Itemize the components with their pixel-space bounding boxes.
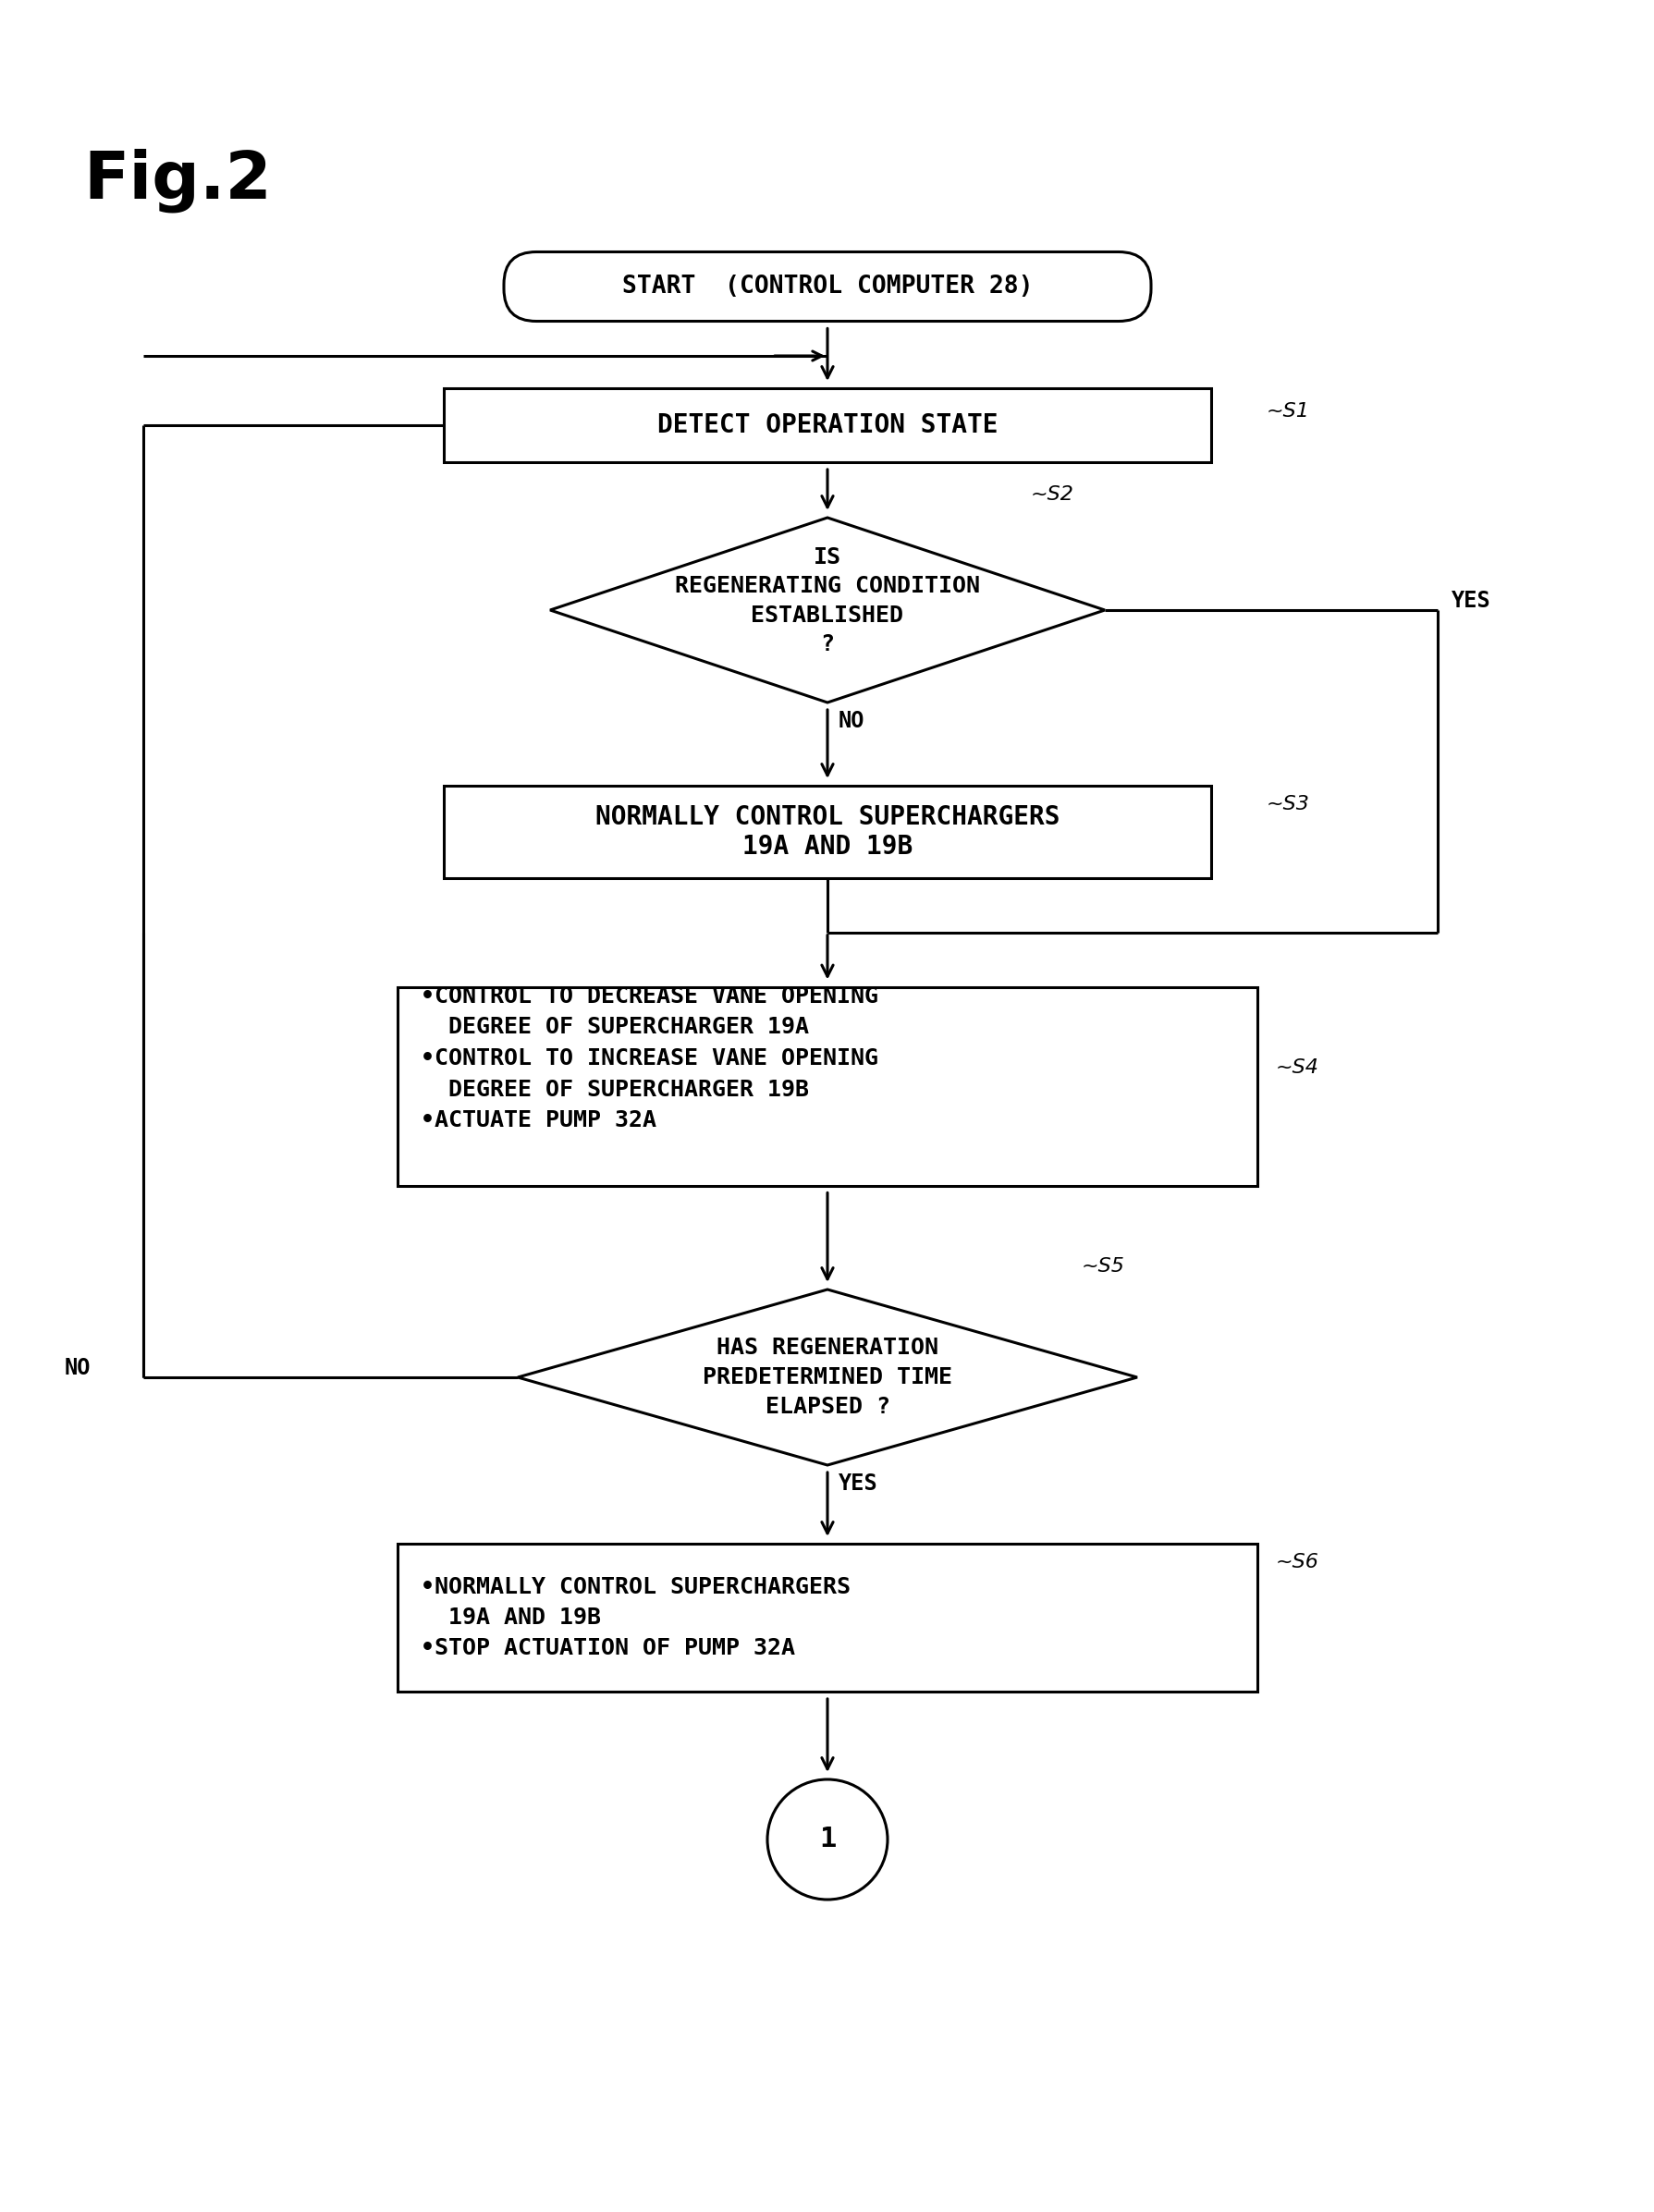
- Circle shape: [767, 1778, 887, 1900]
- Polygon shape: [549, 518, 1105, 703]
- Bar: [397, 1544, 1257, 1692]
- Text: ~S3: ~S3: [1265, 794, 1310, 814]
- Text: START  (CONTROL COMPUTER 28): START (CONTROL COMPUTER 28): [622, 274, 1032, 299]
- Text: •NORMALLY CONTROL SUPERCHARGERS
  19A AND 19B
•STOP ACTUATION OF PUMP 32A: •NORMALLY CONTROL SUPERCHARGERS 19A AND …: [420, 1575, 850, 1659]
- Text: ~S4: ~S4: [1275, 1057, 1318, 1077]
- Text: ~S5: ~S5: [1082, 1256, 1125, 1276]
- Text: NO: NO: [65, 1356, 91, 1378]
- Bar: [397, 987, 1257, 1186]
- Text: DETECT OPERATION STATE: DETECT OPERATION STATE: [657, 411, 997, 438]
- Text: ~S6: ~S6: [1275, 1553, 1318, 1571]
- Bar: [443, 785, 1211, 878]
- Text: IS
REGENERATING CONDITION
ESTABLISHED
?: IS REGENERATING CONDITION ESTABLISHED ?: [675, 546, 979, 655]
- Polygon shape: [518, 1290, 1136, 1464]
- FancyBboxPatch shape: [503, 252, 1151, 321]
- Text: YES: YES: [839, 1473, 878, 1495]
- Text: 1: 1: [819, 1827, 835, 1854]
- Text: HAS REGENERATION
PREDETERMINED TIME
ELAPSED ?: HAS REGENERATION PREDETERMINED TIME ELAP…: [703, 1336, 951, 1418]
- Text: •CONTROL TO DECREASE VANE OPENING
  DEGREE OF SUPERCHARGER 19A
•CONTROL TO INCRE: •CONTROL TO DECREASE VANE OPENING DEGREE…: [420, 984, 878, 1130]
- Text: Fig.2: Fig.2: [83, 148, 271, 212]
- Text: ~S2: ~S2: [1030, 484, 1073, 504]
- Text: NO: NO: [839, 710, 865, 732]
- Text: ~S1: ~S1: [1265, 403, 1310, 420]
- Bar: [443, 389, 1211, 462]
- Text: NORMALLY CONTROL SUPERCHARGERS
19A AND 19B: NORMALLY CONTROL SUPERCHARGERS 19A AND 1…: [595, 803, 1059, 860]
- Text: YES: YES: [1451, 591, 1490, 613]
